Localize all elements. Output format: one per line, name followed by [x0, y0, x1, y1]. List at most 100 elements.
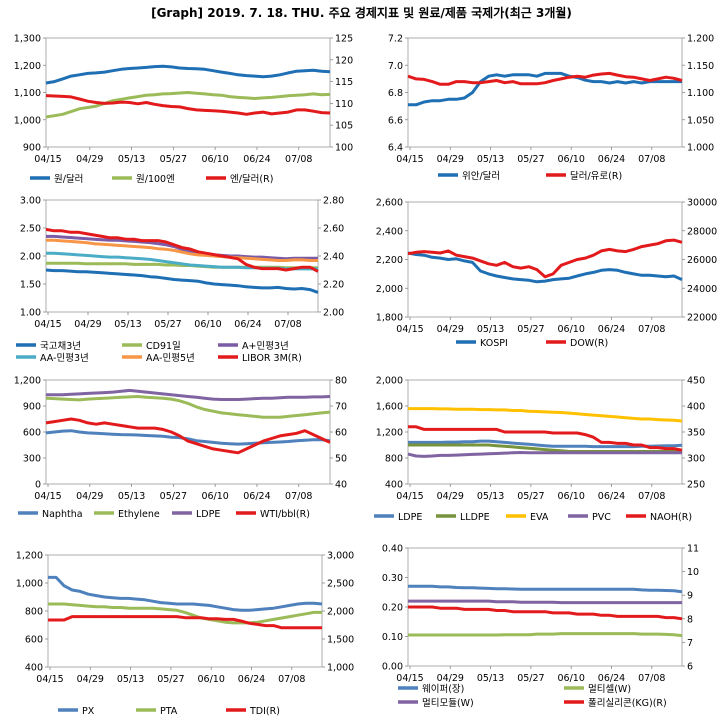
series-line: [45, 395, 331, 419]
y-tick-label-left: 1,200: [14, 376, 41, 387]
y-tick-label-right: 60: [335, 428, 347, 439]
y-tick-label-right: 2.80: [323, 196, 344, 207]
x-tick-label: 07/08: [638, 491, 665, 502]
y-tick-label-right: 2,500: [327, 579, 354, 590]
x-tick-label: 06/10: [194, 319, 221, 330]
y-tick-label-right: 1.200: [687, 34, 714, 45]
y-tick-label-left: 1,000: [14, 115, 41, 126]
x-tick-label: 06/10: [557, 324, 584, 335]
x-tick-label: 05/13: [114, 319, 141, 330]
series-line: [45, 94, 331, 116]
x-tick-label: 04/29: [77, 674, 104, 685]
legend-label: 멀티모듈(W): [422, 697, 474, 709]
x-tick-label: 06/10: [557, 673, 584, 684]
series-line: [408, 632, 683, 638]
y-tick-label-left: 800: [25, 607, 43, 618]
y-tick-label-right: 115: [335, 77, 353, 88]
x-tick-label: 05/27: [517, 673, 544, 684]
y-tick-label-right: 80: [335, 376, 347, 387]
y-tick-label-left: 2,000: [376, 284, 403, 295]
y-tick-label-right: 28000: [687, 226, 717, 237]
series-line: [408, 425, 683, 452]
y-tick-label-right: 9: [687, 591, 693, 602]
y-tick-label-right: 3,000: [327, 551, 354, 562]
y-tick-label-left: 1.50: [20, 280, 41, 291]
legend-label: EVA: [530, 512, 549, 523]
legend-label: Ethylene: [118, 509, 160, 520]
x-tick-label: 04/29: [437, 154, 464, 165]
y-tick-label-left: 2,200: [376, 255, 403, 266]
series-line: [408, 599, 682, 605]
series-line: [48, 575, 323, 612]
y-tick-label-left: 2.00: [20, 252, 41, 263]
series-line: [46, 234, 318, 261]
y-tick-label-right: 250: [687, 480, 705, 491]
x-tick-label: 04/29: [437, 324, 464, 335]
y-tick-label-left: 1,200: [16, 551, 43, 562]
x-tick-label: 07/08: [638, 673, 665, 684]
y-tick-label-right: 120: [335, 55, 353, 66]
y-tick-label-right: 125: [335, 34, 353, 45]
y-tick-label-left: 7.2: [388, 34, 403, 45]
y-tick-label-right: 40: [335, 480, 347, 491]
series-line: [48, 615, 322, 630]
legend-label: LIBOR 3M(R): [242, 353, 302, 364]
y-tick-label-left: 6.4: [388, 143, 403, 154]
y-tick-label-left: 1,200: [376, 428, 403, 439]
y-tick-label-left: 6.6: [388, 115, 403, 126]
y-tick-label-left: 2.50: [20, 224, 41, 235]
y-tick-label-left: 1.00: [20, 308, 41, 319]
y-tick-label-left: 400: [385, 480, 403, 491]
x-tick-label: 07/08: [285, 491, 312, 502]
x-tick-label: 06/24: [598, 154, 625, 165]
y-tick-label-left: 1,600: [376, 402, 403, 413]
y-tick-label-left: 300: [23, 454, 41, 465]
y-tick-label-right: 6: [687, 662, 693, 673]
series-line: [45, 417, 331, 455]
y-tick-label-right: 2.60: [323, 224, 344, 235]
x-tick-label: 06/24: [598, 673, 625, 684]
legend-label: 폴리실리콘(KG)(R): [588, 698, 667, 709]
series-line: [408, 605, 683, 621]
x-tick-label: 06/10: [201, 491, 228, 502]
y-tick-label-right: 50: [335, 454, 347, 465]
y-tick-label-left: 0.40: [382, 544, 403, 555]
y-tick-label-right: 105: [335, 121, 353, 132]
y-tick-label-right: 24000: [687, 284, 717, 295]
y-tick-label-left: 6.8: [388, 88, 403, 99]
x-tick-label: 05/27: [517, 324, 544, 335]
legend-label: 엔/달러(R): [230, 173, 273, 185]
x-tick-label: 06/24: [234, 319, 261, 330]
y-tick-label-left: 3.00: [20, 196, 41, 207]
y-tick-label-right: 2,000: [327, 607, 354, 618]
x-tick-label: 05/13: [117, 674, 144, 685]
y-tick-label-left: 1,300: [14, 34, 41, 45]
series-line: [407, 251, 683, 284]
legend-label: LDPE: [398, 512, 422, 523]
y-tick-label-left: 7.0: [388, 61, 403, 72]
legend-label: 웨이퍼(장): [422, 683, 464, 695]
y-tick-label-left: 400: [25, 663, 43, 674]
legend-label: PX: [82, 706, 95, 717]
x-tick-label: 07/08: [278, 674, 305, 685]
y-tick-label-left: 1,000: [16, 579, 43, 590]
y-tick-label-right: 2.20: [323, 280, 344, 291]
x-tick-label: 07/08: [274, 319, 301, 330]
y-tick-label-right: 100: [335, 143, 353, 154]
x-tick-label: 06/24: [243, 154, 270, 165]
legend-label: DOW(R): [570, 338, 608, 349]
x-tick-label: 04/15: [396, 673, 423, 684]
legend-label: 위안/달러: [462, 170, 500, 182]
chart-solar-prices: 0.00 0.10 0.20 0.30 0.40 6 7 8 9 10 11 04/15 04/29 05…: [382, 544, 699, 710]
x-tick-label: 05/13: [118, 154, 145, 165]
x-tick-label: 04/29: [76, 154, 103, 165]
x-tick-label: 04/15: [396, 324, 423, 335]
y-tick-label-right: 10: [687, 567, 699, 578]
x-tick-label: 06/24: [243, 491, 270, 502]
chart-fx-krw-jpy: 900 1,000 1,100 1,200 1,300 100 105 110 115 120 12…: [14, 34, 353, 186]
legend-label: 멀티셀(W): [588, 683, 631, 695]
y-tick-label-right: 22000: [687, 313, 717, 324]
x-tick-label: 04/15: [34, 154, 61, 165]
y-tick-label-left: 0.30: [382, 573, 403, 584]
chart-px-pta-tdi: 400 600 800 1,000 1,200 1,000 1,500 2,000 2,500 3…: [16, 551, 354, 718]
